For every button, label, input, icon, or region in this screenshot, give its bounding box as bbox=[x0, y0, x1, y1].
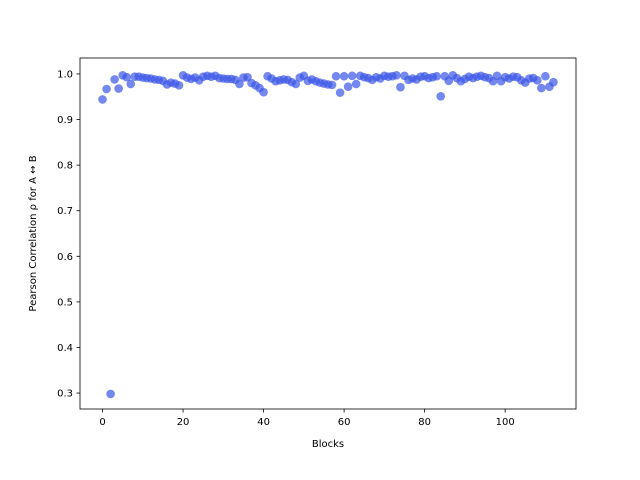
data-point bbox=[392, 71, 401, 80]
data-point bbox=[331, 71, 341, 81]
y-axis-label: Pearson Correlation ρ for A ↔ B bbox=[28, 155, 39, 311]
data-point bbox=[235, 79, 244, 89]
x-tick-label: 60 bbox=[338, 417, 351, 428]
data-point bbox=[541, 71, 550, 81]
data-point bbox=[533, 76, 542, 85]
y-tick-label: 0.8 bbox=[57, 161, 73, 172]
y-axis-ticks: 0.3 0.4 0.5 0.6 0.7 0.8 0.9 1.0 bbox=[57, 69, 80, 400]
data-point bbox=[126, 79, 136, 89]
data-point bbox=[327, 80, 337, 90]
plot-area-background bbox=[80, 58, 576, 409]
data-point bbox=[343, 82, 353, 92]
data-point bbox=[351, 79, 361, 89]
x-axis-ticks: 0 20 40 60 80 100 bbox=[99, 409, 515, 428]
data-point bbox=[291, 79, 301, 89]
data-point bbox=[432, 71, 442, 81]
data-point bbox=[347, 71, 357, 81]
data-point bbox=[537, 83, 546, 93]
data-point bbox=[396, 82, 405, 92]
y-tick-label: 0.6 bbox=[57, 252, 73, 263]
data-point bbox=[259, 87, 268, 97]
x-tick-label: 0 bbox=[99, 417, 105, 428]
y-tick-label: 0.7 bbox=[57, 206, 73, 217]
data-point bbox=[436, 91, 446, 101]
x-tick-label: 20 bbox=[177, 417, 190, 428]
data-point bbox=[102, 84, 111, 94]
x-tick-label: 40 bbox=[257, 417, 270, 428]
y-tick-label: 0.9 bbox=[57, 115, 73, 126]
data-point bbox=[98, 95, 107, 104]
x-tick-label: 80 bbox=[418, 417, 431, 428]
data-point bbox=[174, 81, 184, 90]
y-tick-label: 0.5 bbox=[57, 297, 73, 308]
y-tick-label: 0.3 bbox=[57, 389, 73, 400]
data-point bbox=[339, 71, 349, 81]
y-tick-label: 1.0 bbox=[57, 69, 73, 80]
data-point bbox=[106, 389, 115, 399]
x-axis-label: Blocks bbox=[312, 439, 344, 450]
data-point bbox=[122, 72, 131, 82]
data-point bbox=[110, 75, 119, 84]
data-point bbox=[335, 88, 345, 97]
x-tick-label: 100 bbox=[496, 417, 515, 428]
data-point bbox=[549, 77, 558, 87]
plot-frame bbox=[79, 57, 577, 410]
data-points bbox=[98, 71, 558, 399]
data-point bbox=[114, 84, 123, 93]
y-tick-label: 0.4 bbox=[57, 343, 73, 354]
